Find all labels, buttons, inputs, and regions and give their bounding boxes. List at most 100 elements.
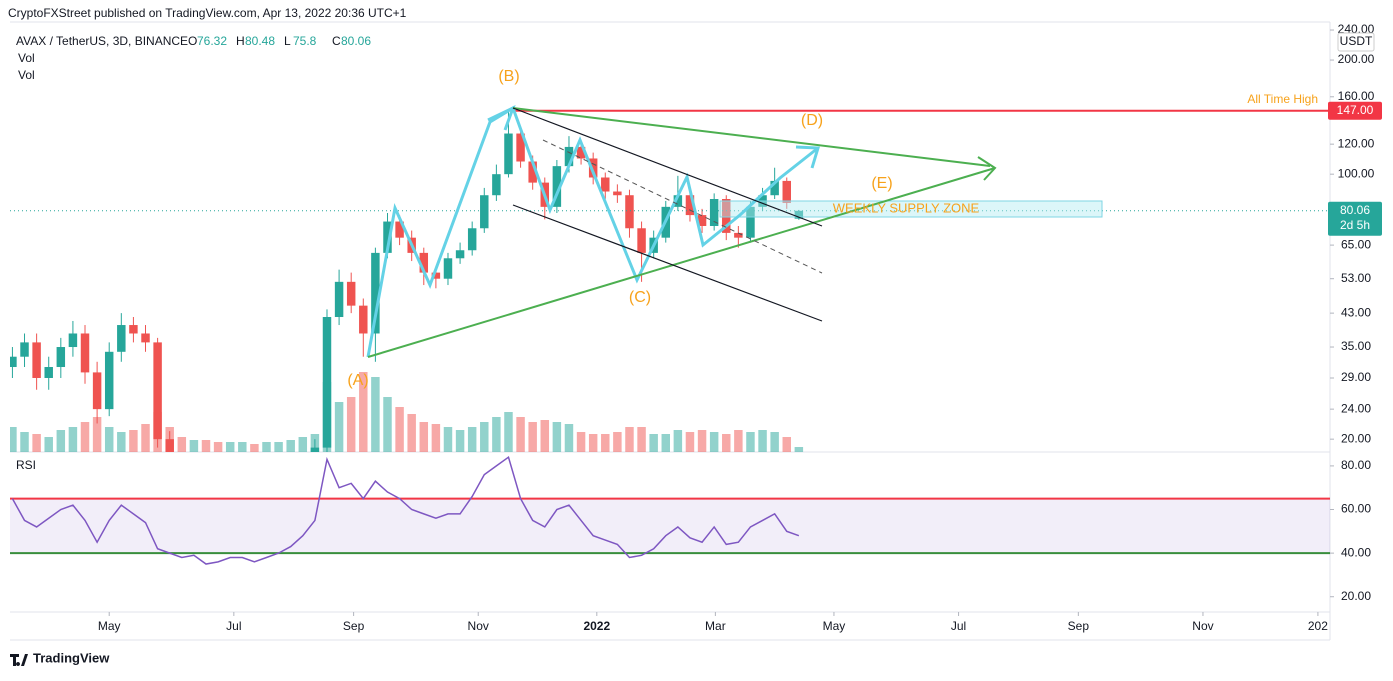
candle-body <box>564 146 574 167</box>
volume-bar <box>540 420 550 452</box>
currency-box <box>1337 32 1375 52</box>
candle-body <box>32 342 41 378</box>
ohlc-letter: O <box>188 34 197 48</box>
y-tick-label: 60.00 <box>1341 502 1371 516</box>
volume-bar <box>407 414 416 452</box>
candle-body <box>504 133 513 175</box>
volume-bar <box>262 442 271 452</box>
volume-bar <box>68 427 78 452</box>
volume-bar <box>709 432 719 452</box>
candle-body <box>467 228 477 251</box>
y-tick-label: 100.00 <box>1338 166 1375 180</box>
volume-bar <box>697 430 707 452</box>
x-tick-label: Nov <box>1192 619 1213 633</box>
candle-body <box>141 333 150 343</box>
candle-body <box>165 439 174 452</box>
candle-body <box>129 325 138 334</box>
volume-bar <box>346 397 356 452</box>
logo-mark <box>10 654 28 666</box>
volume-bar <box>504 412 513 452</box>
volume-bar <box>601 434 610 452</box>
y-tick-label: 65.00 <box>1341 237 1371 251</box>
candle-body <box>746 206 755 238</box>
candle-body <box>68 333 78 348</box>
candle-body <box>722 199 731 233</box>
candle-body <box>637 228 646 253</box>
ohlc-value: 76.32 <box>197 34 227 48</box>
volume-bar <box>625 427 634 452</box>
volume-bar <box>274 442 283 452</box>
candle-body <box>322 317 332 448</box>
ohlc-value: 80.48 <box>245 34 275 48</box>
logo <box>10 654 28 666</box>
candle-body <box>697 215 707 226</box>
volume-bar <box>722 434 731 452</box>
candle-body <box>117 325 126 352</box>
candle-body <box>794 210 804 219</box>
ohlc-letter: H <box>236 34 245 48</box>
volume-bar <box>794 447 804 452</box>
x-tick-label: Sep <box>1068 619 1090 633</box>
brand: TradingView <box>33 650 110 665</box>
x-tick-label: May <box>823 619 846 633</box>
volume-bar <box>685 432 695 452</box>
candle-body <box>782 180 791 203</box>
plot: 240.00200.00160.00120.00100.0065.0053.00… <box>10 22 1382 633</box>
candle-body <box>334 281 344 318</box>
volume-bar <box>371 377 380 452</box>
volume-bar <box>286 440 295 452</box>
y-tick-label: 35.00 <box>1341 339 1371 353</box>
wave-label: (A) <box>347 372 368 389</box>
candle-body <box>310 447 320 452</box>
vol-label: Vol <box>18 51 35 65</box>
ohlc-value: 80.06 <box>341 34 371 48</box>
volume-bar <box>661 434 670 452</box>
y-tick-label: 120.00 <box>1338 136 1375 150</box>
ohlc-letter: L <box>284 34 291 48</box>
wave-label: (C) <box>629 289 651 306</box>
candle-body <box>480 195 489 229</box>
ath-value: 147.00 <box>1337 103 1374 117</box>
x-tick-label: Mar <box>705 619 726 633</box>
candle-body <box>443 258 453 279</box>
ohlc-letter: C <box>332 34 341 48</box>
volume-bar <box>56 430 66 452</box>
y-tick-label: 200.00 <box>1338 52 1375 66</box>
candle-body <box>588 158 598 178</box>
wave-label: (E) <box>871 175 892 192</box>
x-tick-label: 2022 <box>583 619 610 633</box>
candle-body <box>10 356 17 368</box>
arrow-head <box>977 156 997 181</box>
volume-bar <box>32 434 41 452</box>
volume-bar <box>516 417 525 452</box>
candle-body <box>431 272 441 279</box>
x-tick-label: Jul <box>951 619 966 633</box>
volume-bar <box>443 427 453 452</box>
wave-label: (D) <box>801 112 823 129</box>
last-price-box <box>1328 201 1382 236</box>
x-tick-label: May <box>98 619 121 633</box>
y-tick-label: 29.00 <box>1341 370 1371 384</box>
volume-bar <box>44 437 53 452</box>
volume-bar <box>467 427 477 452</box>
wave-label: (B) <box>498 68 519 85</box>
candle-body <box>56 347 66 368</box>
volume-bar <box>528 422 537 452</box>
candle-body <box>492 174 501 196</box>
trend-line <box>367 167 996 358</box>
candle-body <box>601 177 610 192</box>
y-tick-label: 43.00 <box>1341 305 1371 319</box>
y-tick-label: 40.00 <box>1341 545 1371 559</box>
volume-bar <box>359 372 368 452</box>
volume-bar <box>20 432 29 452</box>
channel-line <box>512 107 823 227</box>
vol-label: Vol <box>18 68 35 82</box>
volume-bar <box>298 437 308 452</box>
candle-body <box>685 195 695 216</box>
candle-body <box>528 161 537 183</box>
candle-body <box>770 180 779 196</box>
volume-bar <box>334 402 344 452</box>
candle-body <box>455 250 465 259</box>
volume-bar <box>746 432 755 452</box>
